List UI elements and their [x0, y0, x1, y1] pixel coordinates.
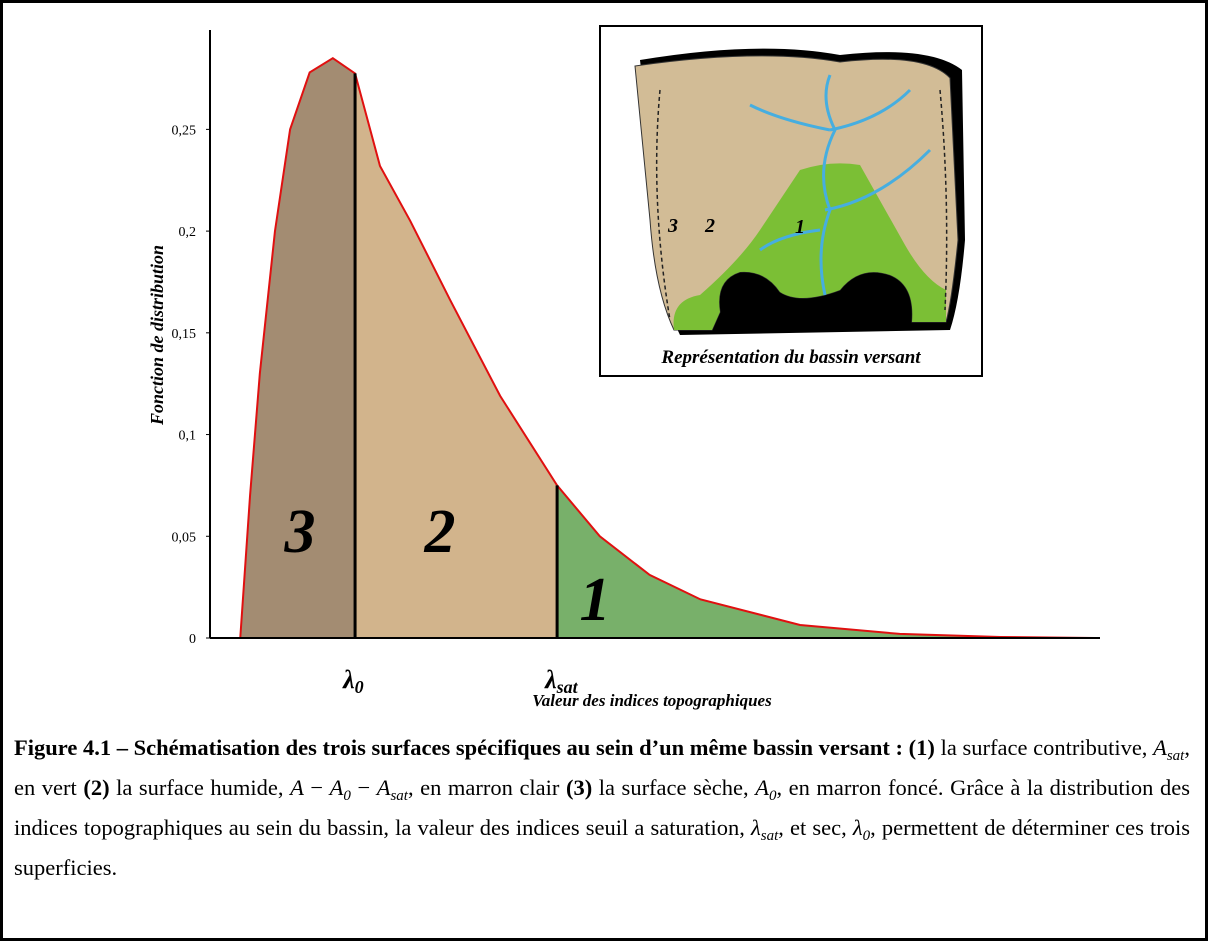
y-axis-label: Fonction de distribution	[147, 245, 167, 426]
caption-run: (1)	[908, 735, 935, 760]
caption-run: 0	[343, 788, 351, 804]
river-network	[749, 74, 932, 296]
region	[557, 485, 1095, 638]
caption-run: la surface humide,	[109, 775, 291, 800]
y-tick-label: 0,15	[172, 327, 197, 342]
caption-run: −	[303, 775, 330, 800]
caption-run: , en marron clair	[407, 775, 566, 800]
caption-run: A	[1153, 735, 1167, 760]
caption-run: A	[755, 775, 769, 800]
caption-run: Figure 4.1 – Schématisation des trois su…	[14, 735, 909, 760]
caption-run: λ	[751, 815, 761, 840]
y-tick-label: 0,2	[179, 225, 197, 240]
caption-run: 0	[768, 788, 777, 804]
caption-run: A	[290, 775, 304, 800]
caption-run: sat	[1166, 748, 1185, 764]
x-axis-label: Valeur des indices topographiques	[532, 691, 772, 710]
caption-run: la surface sèche,	[592, 775, 756, 800]
inset-caption: Représentation du bassin versant	[660, 347, 921, 368]
caption-run: λ	[852, 815, 863, 840]
figure-caption: Figure 4.1 – Schématisation des trois su…	[14, 732, 1190, 884]
region	[355, 73, 558, 639]
symbol: λ	[544, 665, 557, 694]
region	[240, 58, 356, 638]
caption-run: 0	[862, 828, 871, 844]
inset-label: 1	[795, 216, 805, 238]
region-label: 1	[580, 566, 611, 634]
subscript: sat	[556, 677, 579, 697]
boundary	[655, 89, 948, 321]
caption-run: (3)	[565, 775, 593, 800]
threshold-label: λ0	[342, 665, 364, 697]
saturated-area	[673, 163, 946, 330]
caption-run: −	[350, 775, 377, 800]
distribution-curve	[239, 56, 1095, 639]
y-tick-label: 0,1	[179, 429, 197, 444]
y-tick-label: 0	[189, 632, 196, 647]
threshold-label: λsat	[544, 665, 579, 697]
subscript: 0	[355, 677, 364, 697]
caption-run: la surface contributive,	[934, 735, 1154, 760]
caption-run: A	[329, 775, 344, 800]
inset-label: 2	[704, 215, 715, 237]
y-tick-label: 0,05	[172, 530, 197, 545]
caption-run: , permettent de déterminer ces trois sup…	[14, 815, 1191, 880]
caption-run: (2)	[83, 775, 110, 800]
caption-run: A	[376, 775, 391, 800]
caption-run: sat	[390, 788, 408, 804]
inset-label: 3	[667, 215, 678, 237]
region-label: 2	[424, 498, 456, 566]
symbol: λ	[342, 665, 355, 694]
caption-run: sat	[760, 828, 779, 844]
caption-run: , et sec,	[778, 815, 853, 840]
region-label: 3	[284, 498, 316, 566]
y-tick-label: 0,25	[172, 123, 197, 138]
inset: 3 2 1 Représentation du bassin versant	[599, 25, 983, 377]
caption-run: , en marron foncé. Grâce à la distributi…	[14, 775, 1190, 840]
caption-run: , en vert	[14, 735, 1190, 800]
